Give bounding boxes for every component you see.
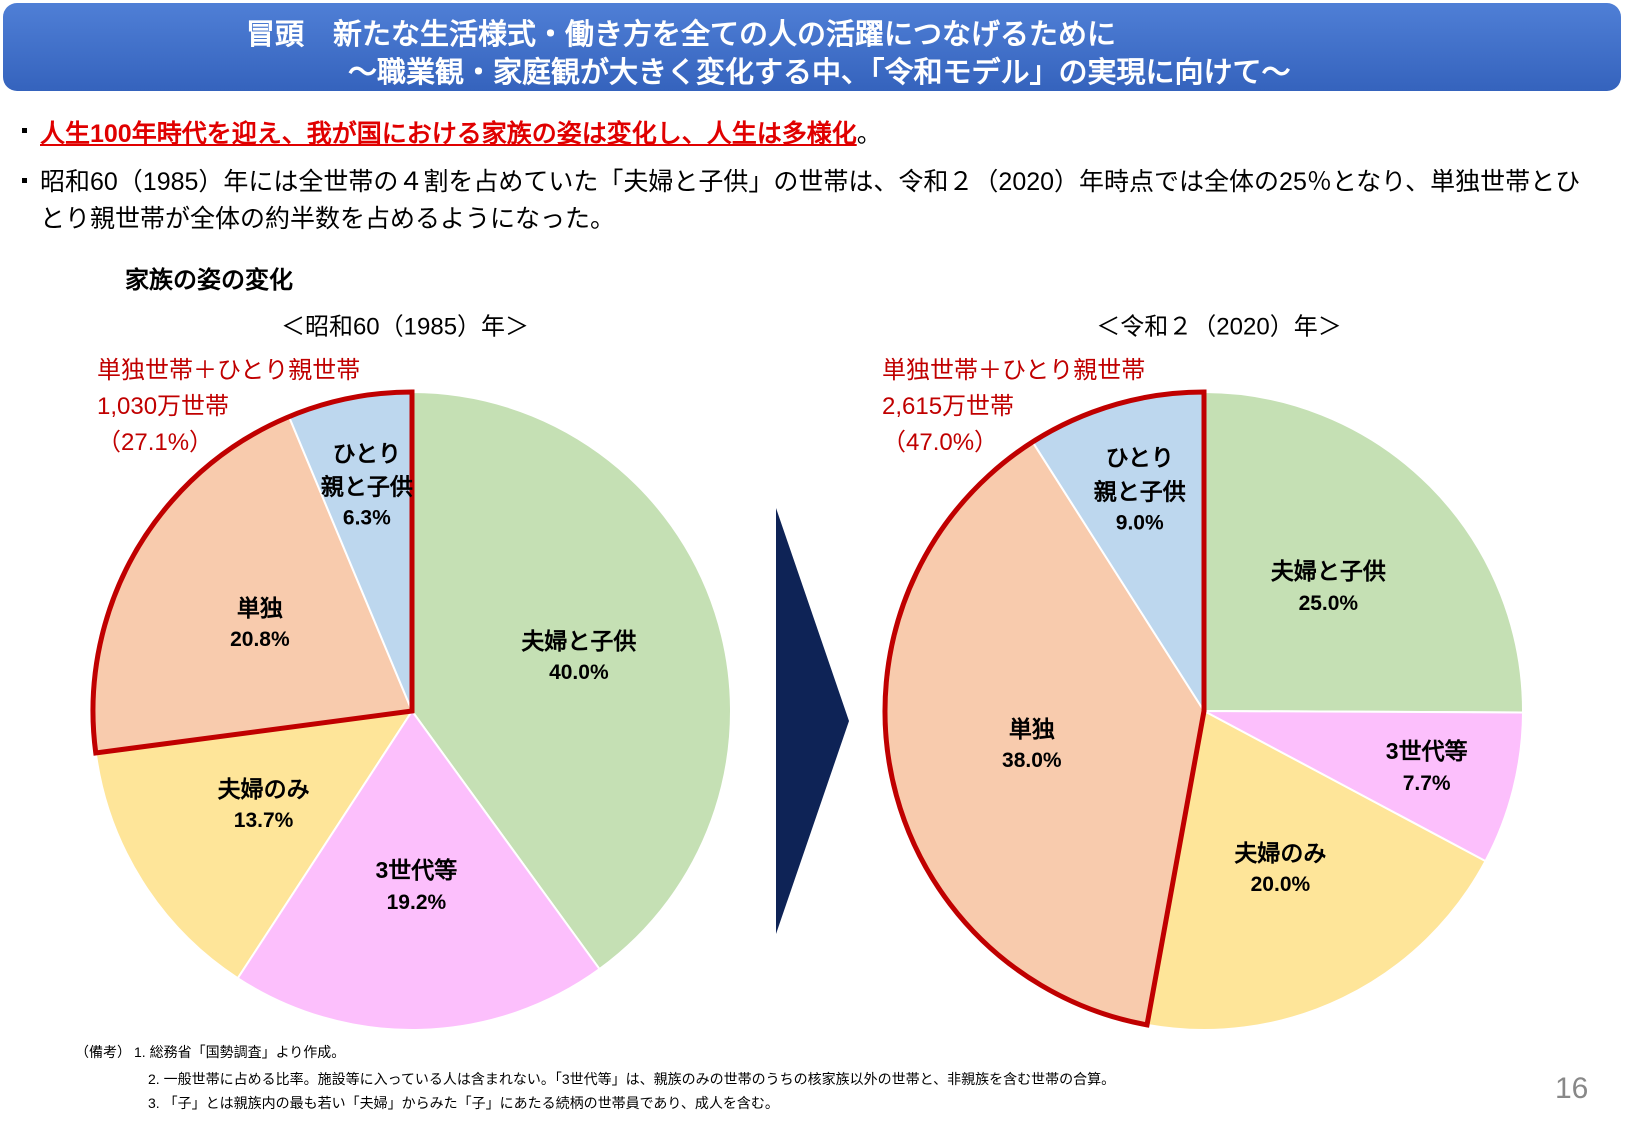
- category-label: 3世代等: [1385, 738, 1468, 765]
- slice-label: 単独 38.0%: [1002, 713, 1062, 777]
- note: 3. 「子」とは親族内の最も若い「夫婦」からみた「子」にあたる続柄の世帯員であり…: [148, 1095, 779, 1111]
- slice-label: 3世代等 7.7%: [1386, 735, 1468, 799]
- slice-label: 夫婦と子供 25.0%: [1271, 555, 1386, 619]
- annotation: 2,615万世帯: [882, 393, 1015, 420]
- bullet: 人生100年時代を迎え、我が国における家族の姿は変化し、人生は多様化。: [22, 114, 1602, 150]
- value-label: 19.2%: [386, 890, 447, 914]
- slice-label: ひとり 親と子供 6.3%: [321, 437, 413, 534]
- pie-slice: [1203, 390, 1525, 714]
- category-label: 単独: [1008, 715, 1055, 742]
- value-label: 6.3%: [342, 506, 391, 530]
- bullet-emphasis: 人生100年時代を迎え、我が国における家族の姿は変化し、人生は多様化: [40, 120, 857, 148]
- chart-title: ＜令和２（2020）年＞: [1096, 313, 1342, 341]
- header-title: 冒頭 新たな生活様式・働き方を全ての人の活躍につなげるために: [246, 19, 1117, 51]
- slice-label: 夫婦と子供 40.0%: [521, 625, 636, 689]
- slice-label: 単独 20.8%: [230, 592, 290, 656]
- category-label: 3世代等: [375, 857, 458, 884]
- highlight-outline: [882, 389, 1207, 1028]
- value-label: 20.0%: [1250, 873, 1311, 897]
- slice-label: 夫婦のみ 20.0%: [1234, 837, 1326, 901]
- value-label: 38.0%: [1002, 749, 1062, 773]
- pie-slice: [236, 709, 601, 1031]
- annotation: （47.0%）: [882, 429, 999, 456]
- value-label: 7.7%: [1402, 771, 1451, 795]
- pie-slice: [94, 709, 415, 980]
- slice-label: 3世代等 19.2%: [376, 855, 458, 919]
- category-label: 夫婦と子供: [1270, 558, 1386, 585]
- category-label: 単独: [236, 594, 283, 621]
- annotation: 単独世帯＋ひとり親世帯: [97, 357, 361, 384]
- pie-slice: [411, 390, 732, 971]
- highlight-outline: [90, 389, 415, 756]
- category-label: ひとり 親と子供: [320, 440, 413, 500]
- note: 2. 一般世帯に占める比率。施設等に入っている人は含まれない。「3世代等」は、親…: [148, 1071, 1116, 1087]
- annotation: 単独世帯＋ひとり親世帯: [882, 357, 1146, 384]
- category-label: ひとり 親と子供: [1093, 444, 1186, 505]
- slice-label: 夫婦のみ 13.7%: [218, 773, 310, 837]
- header: 冒頭 新たな生活様式・働き方を全ての人の活躍につなげるために ～職業観・家庭観が…: [3, 3, 1621, 91]
- annotation: （27.1%）: [97, 429, 214, 456]
- annotation: 1,030万世帯: [97, 393, 230, 420]
- bullet-text: 。: [856, 120, 882, 148]
- value-label: 13.7%: [233, 808, 294, 832]
- category-label: 夫婦と子供: [521, 627, 637, 654]
- page-number: 16: [1555, 1072, 1589, 1105]
- category-label: 夫婦のみ: [1234, 840, 1327, 867]
- arrow: [776, 508, 849, 934]
- value-label: 9.0%: [1115, 511, 1164, 535]
- value-label: 20.8%: [230, 628, 290, 652]
- pie-slice: [1203, 710, 1525, 863]
- bullet-text: 昭和60（1985）年には全世帯の４割を占めていた「夫婦と子供」の世帯は、令和２…: [40, 168, 1581, 233]
- slice-label: ひとり 親と子供 9.0%: [1094, 442, 1186, 539]
- header-subtitle: ～職業観・家庭観が大きく変化する中、「令和モデル」の実現に向けて～: [348, 57, 1291, 89]
- chart-title: ＜昭和60（1985）年＞: [280, 313, 530, 341]
- category-label: 夫婦のみ: [217, 775, 310, 802]
- value-label: 40.0%: [549, 661, 609, 685]
- note: 1. 総務省「国勢調査」より作成。: [134, 1044, 346, 1060]
- bullet: 昭和60（1985）年には全世帯の４割を占めていた「夫婦と子供」の世帯は、令和２…: [22, 164, 1592, 238]
- section-title: 家族の姿の変化: [125, 267, 293, 294]
- value-label: 25.0%: [1298, 591, 1359, 615]
- notes-label: （備考）: [75, 1044, 131, 1060]
- pie-slice: [1145, 709, 1487, 1032]
